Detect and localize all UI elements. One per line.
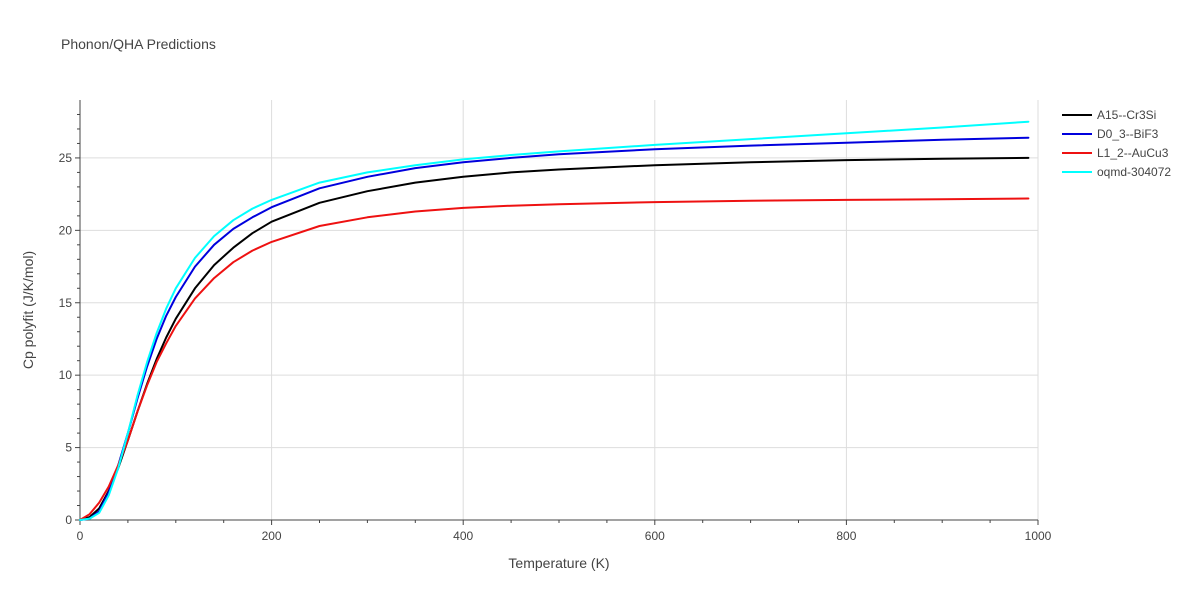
y-tick-label: 15 xyxy=(59,296,73,310)
x-tick-label: 200 xyxy=(262,529,282,543)
series-line-oqmd-304072 xyxy=(79,120,1030,521)
legend-label: L1_2--AuCu3 xyxy=(1097,146,1169,160)
x-tick-label: 800 xyxy=(836,529,856,543)
chart-title: Phonon/QHA Predictions xyxy=(61,36,216,52)
y-tick-label: 10 xyxy=(59,368,73,382)
x-axis-title: Temperature (K) xyxy=(508,555,609,571)
x-tick-label: 1000 xyxy=(1025,529,1052,543)
legend-label: oqmd-304072 xyxy=(1097,165,1171,179)
plot-area xyxy=(79,120,1030,521)
y-tick-label: 20 xyxy=(59,223,73,237)
legend-label: A15--Cr3Si xyxy=(1097,108,1156,122)
y-tick-label: 0 xyxy=(65,513,72,527)
axes: 0 200 400 600 800 1000 0 5 10 15 20 25 xyxy=(59,100,1052,543)
legend-item[interactable]: A15--Cr3Si xyxy=(1062,108,1156,122)
y-tick-label: 25 xyxy=(59,151,73,165)
series-line-a15-cr3si xyxy=(79,156,1030,521)
legend-item[interactable]: oqmd-304072 xyxy=(1062,165,1171,179)
y-tick-label: 5 xyxy=(65,441,72,455)
legend-label: D0_3--BiF3 xyxy=(1097,127,1159,141)
x-tick-label: 400 xyxy=(453,529,473,543)
legend-item[interactable]: D0_3--BiF3 xyxy=(1062,127,1159,141)
series-line-d0-3-bif3 xyxy=(79,136,1030,521)
x-tick-label: 0 xyxy=(77,529,84,543)
y-axis-title: Cp polyfit (J/K/mol) xyxy=(20,251,36,369)
legend[interactable]: A15--Cr3Si D0_3--BiF3 L1_2--AuCu3 oqmd-3040… xyxy=(1062,108,1171,179)
x-tick-label: 600 xyxy=(645,529,665,543)
grid xyxy=(80,100,1039,520)
legend-item[interactable]: L1_2--AuCu3 xyxy=(1062,146,1169,160)
series-line-l1-2-aucu3 xyxy=(79,197,1030,521)
